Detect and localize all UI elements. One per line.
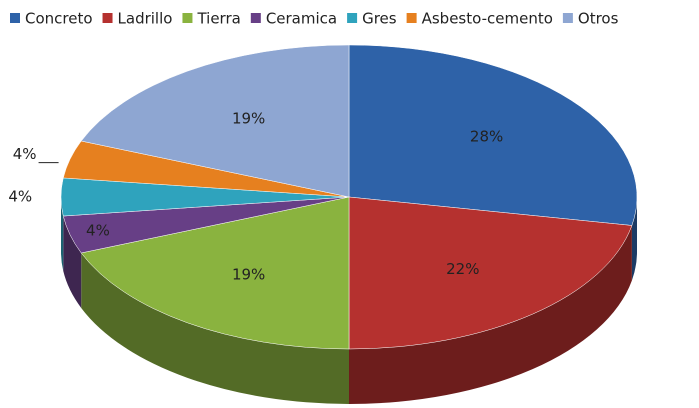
slice [348, 44, 638, 281]
slice [60, 177, 350, 272]
legend-swatch [347, 13, 358, 23]
legend-label: Tierra [196, 10, 240, 28]
legend-label: Ceramica [266, 10, 337, 28]
slice-side [631, 197, 637, 281]
legend-swatch [250, 13, 261, 23]
legend-swatch [406, 13, 417, 23]
slice-side [63, 216, 82, 308]
data-label: 19% [232, 265, 265, 283]
data-label: 19% [232, 110, 265, 128]
slice [80, 44, 350, 198]
data-label: 4% [8, 188, 32, 206]
legend-label: Asbesto-cemento [422, 10, 553, 28]
slice-top [348, 44, 638, 226]
slice-top [348, 196, 633, 350]
legend-label: Concreto [25, 10, 93, 28]
data-label: 4% [13, 145, 37, 163]
legend-label: Otros [578, 10, 619, 28]
legend-swatch [102, 13, 113, 23]
legend-label: Ladrillo [118, 10, 173, 28]
slice-top [80, 44, 350, 198]
legend-swatch [10, 13, 20, 23]
legend-swatch [182, 13, 193, 23]
legend-swatch [562, 13, 573, 23]
legend-label: Gres [362, 10, 397, 28]
slice-side [61, 197, 64, 272]
data-label: 4% [86, 222, 110, 240]
slice-side [349, 225, 632, 404]
slice [80, 196, 350, 404]
data-label: 28% [470, 127, 503, 145]
data-label: 22% [446, 260, 479, 278]
slice-side [81, 252, 350, 404]
slice-top [80, 196, 350, 350]
slice [348, 196, 633, 404]
